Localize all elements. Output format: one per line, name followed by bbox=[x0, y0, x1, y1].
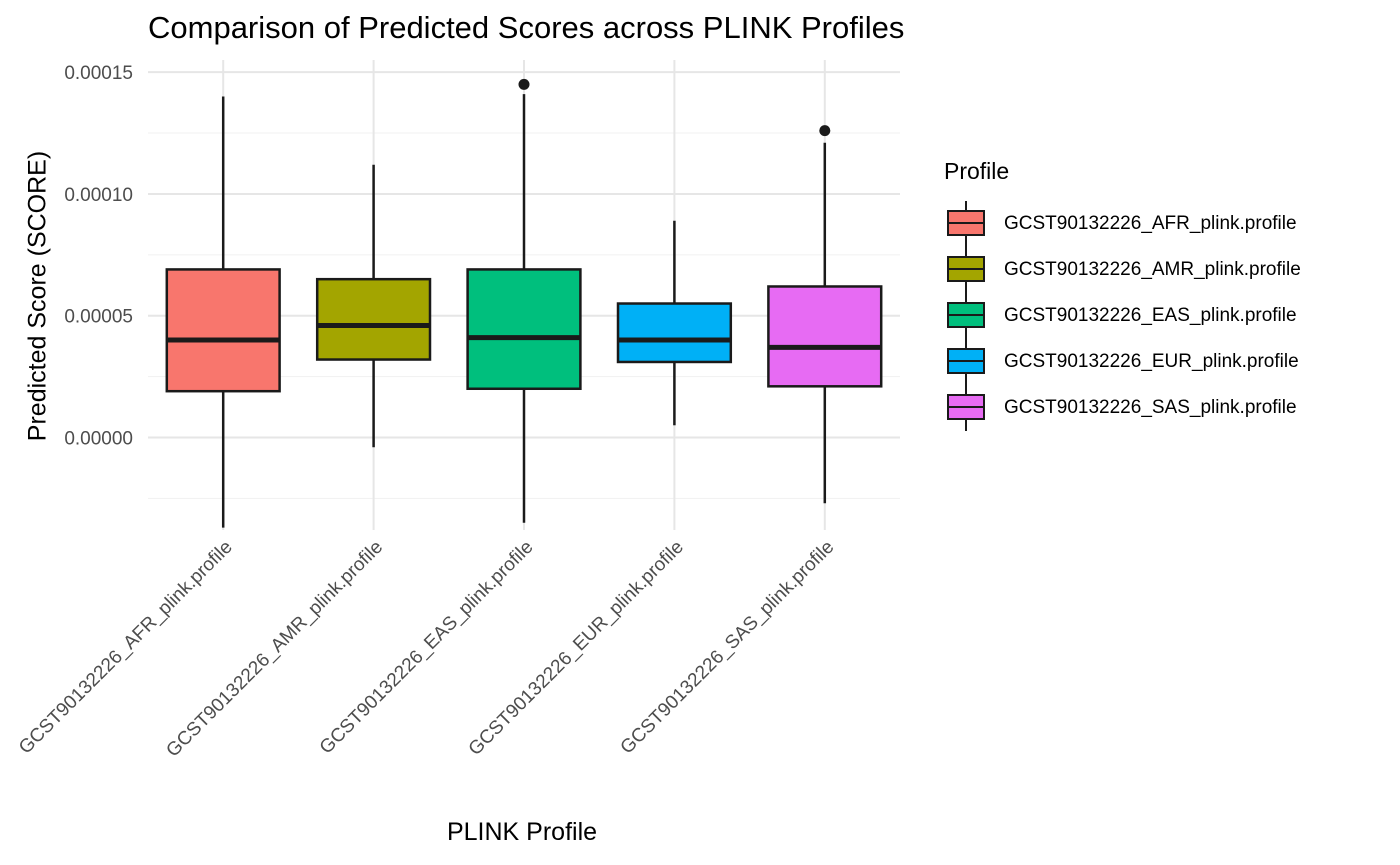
y-axis-label: Predicted Score (SCORE) bbox=[23, 150, 52, 442]
legend-label: GCST90132226_AMR_plink.profile bbox=[1004, 259, 1301, 280]
legend-key bbox=[947, 385, 985, 431]
legend: Profile GCST90132226_AFR_plink.profile GC… bbox=[944, 158, 1301, 431]
legend-item: GCST90132226_EUR_plink.profile bbox=[944, 339, 1301, 385]
legend-key bbox=[947, 293, 985, 339]
box-iqr bbox=[315, 277, 432, 361]
legend-items: GCST90132226_AFR_plink.profile GCST901322… bbox=[944, 201, 1301, 431]
x-axis-ticks: GCST90132226_AFR_plink.profileGCST901322… bbox=[15, 537, 838, 762]
legend-key bbox=[947, 247, 985, 293]
y-tick-label: 0.00015 bbox=[64, 63, 133, 84]
box-5 bbox=[767, 125, 883, 504]
legend-item: GCST90132226_AMR_plink.profile bbox=[944, 247, 1301, 293]
box-iqr bbox=[466, 268, 582, 391]
legend-label: GCST90132226_EAS_plink.profile bbox=[1004, 305, 1297, 326]
legend-title: Profile bbox=[944, 158, 1010, 184]
legend-item: GCST90132226_EAS_plink.profile bbox=[944, 293, 1301, 339]
legend-item: GCST90132226_AFR_plink.profile bbox=[944, 201, 1301, 247]
box-2 bbox=[315, 164, 432, 448]
box-1 bbox=[165, 96, 281, 528]
outlier-point bbox=[819, 125, 831, 137]
boxes bbox=[165, 78, 883, 528]
legend-item: GCST90132226_SAS_plink.profile bbox=[944, 385, 1301, 431]
box-iqr bbox=[616, 302, 733, 364]
y-axis-ticks: 0.00000 0.00005 0.00010 0.00015 bbox=[64, 63, 133, 449]
legend-label: GCST90132226_AFR_plink.profile bbox=[1004, 213, 1297, 234]
y-tick-label: 0.00000 bbox=[64, 428, 133, 449]
legend-key bbox=[947, 201, 985, 247]
outlier-point bbox=[518, 78, 530, 90]
box-3 bbox=[466, 78, 582, 523]
box-iqr bbox=[767, 285, 883, 388]
box-4 bbox=[616, 220, 733, 426]
chart-title: Comparison of Predicted Scores across PL… bbox=[148, 10, 905, 45]
legend-label: GCST90132226_EUR_plink.profile bbox=[1004, 351, 1299, 372]
legend-label: GCST90132226_SAS_plink.profile bbox=[1004, 397, 1297, 418]
y-tick-label: 0.00010 bbox=[64, 185, 133, 206]
legend-key bbox=[947, 339, 985, 385]
box-iqr bbox=[165, 268, 281, 393]
x-axis-label: PLINK Profile bbox=[446, 818, 598, 846]
y-tick-label: 0.00005 bbox=[64, 307, 133, 328]
